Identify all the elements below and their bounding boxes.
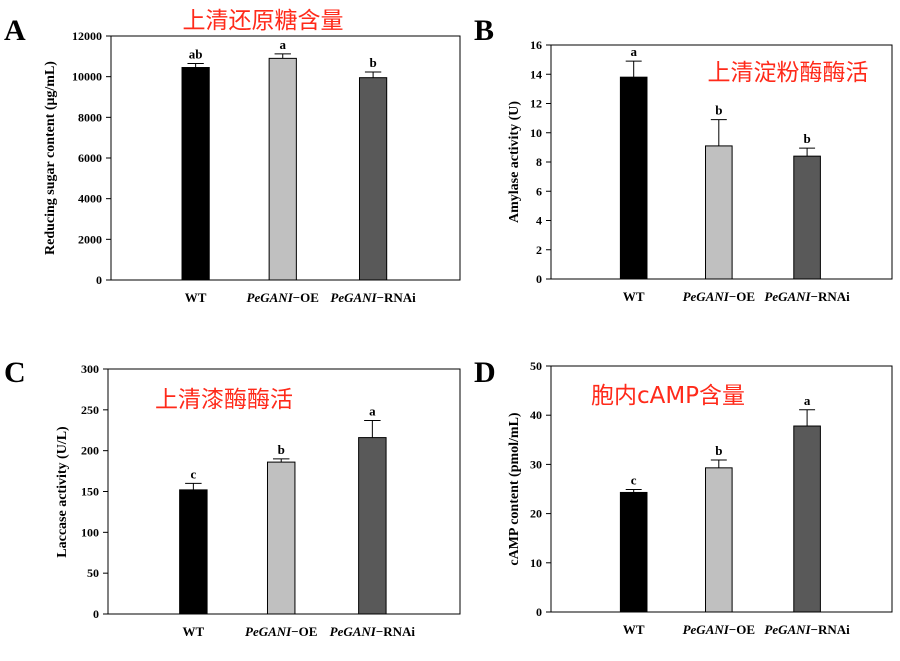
x-tick-label: PeGANI−OE xyxy=(683,289,755,304)
chart-panel-a: A 上清还原糖含量 0 2000 4000 6000 8000 10000 12000 Reduc… xyxy=(4,8,461,305)
x-tick-label: WT xyxy=(183,624,205,639)
bar-1 xyxy=(181,67,210,281)
panel-letter: C xyxy=(4,356,26,389)
significance-label: a xyxy=(804,393,811,408)
y-tick-label: 12000 xyxy=(72,29,102,43)
panel-letter: D xyxy=(474,356,496,389)
significance-label: a xyxy=(630,44,637,59)
y-tick-label: 16 xyxy=(530,38,542,52)
y-tick-label: 200 xyxy=(81,444,99,458)
significance-label: b xyxy=(803,131,810,146)
y-axis-title: cAMP content (pmol/mL) xyxy=(507,412,522,566)
y-tick-label: 300 xyxy=(81,362,99,376)
y-tick-label: 6000 xyxy=(78,151,102,165)
y-tick-label: 0 xyxy=(96,273,102,287)
bar-1 xyxy=(619,491,648,613)
y-tick-label: 10000 xyxy=(72,70,102,84)
x-tick-label: WT xyxy=(623,622,645,637)
x-tick-label: PeGANI−RNAi xyxy=(330,290,416,305)
bar-2 xyxy=(266,461,296,615)
significance-label: b xyxy=(715,103,722,118)
y-tick-label: 50 xyxy=(530,359,542,373)
significance-label: b xyxy=(369,55,376,70)
y-tick-label: 8000 xyxy=(78,110,102,124)
y-axis-title: Laccase activity (U/L) xyxy=(55,426,70,558)
y-tick-label: 40 xyxy=(530,408,542,422)
panel-title: 上清还原糖含量 xyxy=(183,8,344,34)
x-tick-label: PeGANI−OE xyxy=(683,622,755,637)
panel-title: 胞内cAMP含量 xyxy=(591,383,745,409)
x-tick-label: PeGANI−RNAi xyxy=(764,622,850,637)
y-tick-label: 100 xyxy=(81,525,99,539)
y-tick-label: 10 xyxy=(530,126,542,140)
bar-1 xyxy=(179,489,208,615)
significance-label: ab xyxy=(189,46,203,61)
significance-label: a xyxy=(279,37,286,52)
x-tick-label: WT xyxy=(185,290,207,305)
bar-3 xyxy=(793,425,821,613)
panel-letter: B xyxy=(474,14,494,47)
y-tick-label: 0 xyxy=(536,605,542,619)
chart-panel-d: D 胞内cAMP含量 0 10 20 30 40 50 cAMP content (pmol/m… xyxy=(474,356,893,637)
y-tick-label: 4 xyxy=(536,214,542,228)
y-axis-title: Amylase activity (U) xyxy=(507,101,522,223)
y-tick-label: 250 xyxy=(81,403,99,417)
y-tick-label: 30 xyxy=(530,457,542,471)
bar-3 xyxy=(793,155,821,280)
y-tick-label: 2 xyxy=(536,243,542,257)
significance-label: c xyxy=(631,472,637,487)
significance-label: b xyxy=(715,443,722,458)
bar-3 xyxy=(358,77,388,281)
x-tick-label: WT xyxy=(623,289,645,304)
bar-1 xyxy=(619,76,648,280)
y-tick-label: 20 xyxy=(530,507,542,521)
x-tick-label: PeGANI−RNAi xyxy=(330,624,416,639)
y-tick-label: 2000 xyxy=(78,232,102,246)
bar-2 xyxy=(268,57,297,281)
y-tick-label: 4000 xyxy=(78,192,102,206)
significance-label: a xyxy=(369,403,376,418)
y-tick-label: 0 xyxy=(536,272,542,286)
y-tick-label: 0 xyxy=(93,607,99,621)
y-tick-label: 12 xyxy=(530,97,542,111)
panel-letter: A xyxy=(4,14,26,47)
chart-panel-b: B 上清淀粉酶酶活 0 2 4 6 8 10 12 14 16 Amylase activity (U… xyxy=(474,14,893,304)
significance-label: c xyxy=(190,466,196,481)
y-tick-label: 10 xyxy=(530,556,542,570)
y-tick-label: 6 xyxy=(536,184,542,198)
y-axis-title: Reducing sugar content (μg/mL) xyxy=(43,61,58,255)
x-tick-label: PeGANI−OE xyxy=(247,290,319,305)
panel-title: 上清漆酶酶活 xyxy=(155,387,293,413)
bar-2 xyxy=(705,467,733,613)
bar-3 xyxy=(358,437,387,615)
y-tick-label: 50 xyxy=(87,566,99,580)
bar-2 xyxy=(705,145,733,280)
significance-label: b xyxy=(278,442,285,457)
y-tick-label: 14 xyxy=(530,67,542,81)
chart-panel-c: C 上清漆酶酶活 0 50 100 150 200 250 300 Laccase activit… xyxy=(4,356,461,639)
x-tick-label: PeGANI−OE xyxy=(245,624,317,639)
x-tick-label: PeGANI−RNAi xyxy=(764,289,850,304)
panel-title: 上清淀粉酶酶活 xyxy=(708,60,869,86)
y-tick-label: 150 xyxy=(81,485,99,499)
y-tick-label: 8 xyxy=(536,155,542,169)
